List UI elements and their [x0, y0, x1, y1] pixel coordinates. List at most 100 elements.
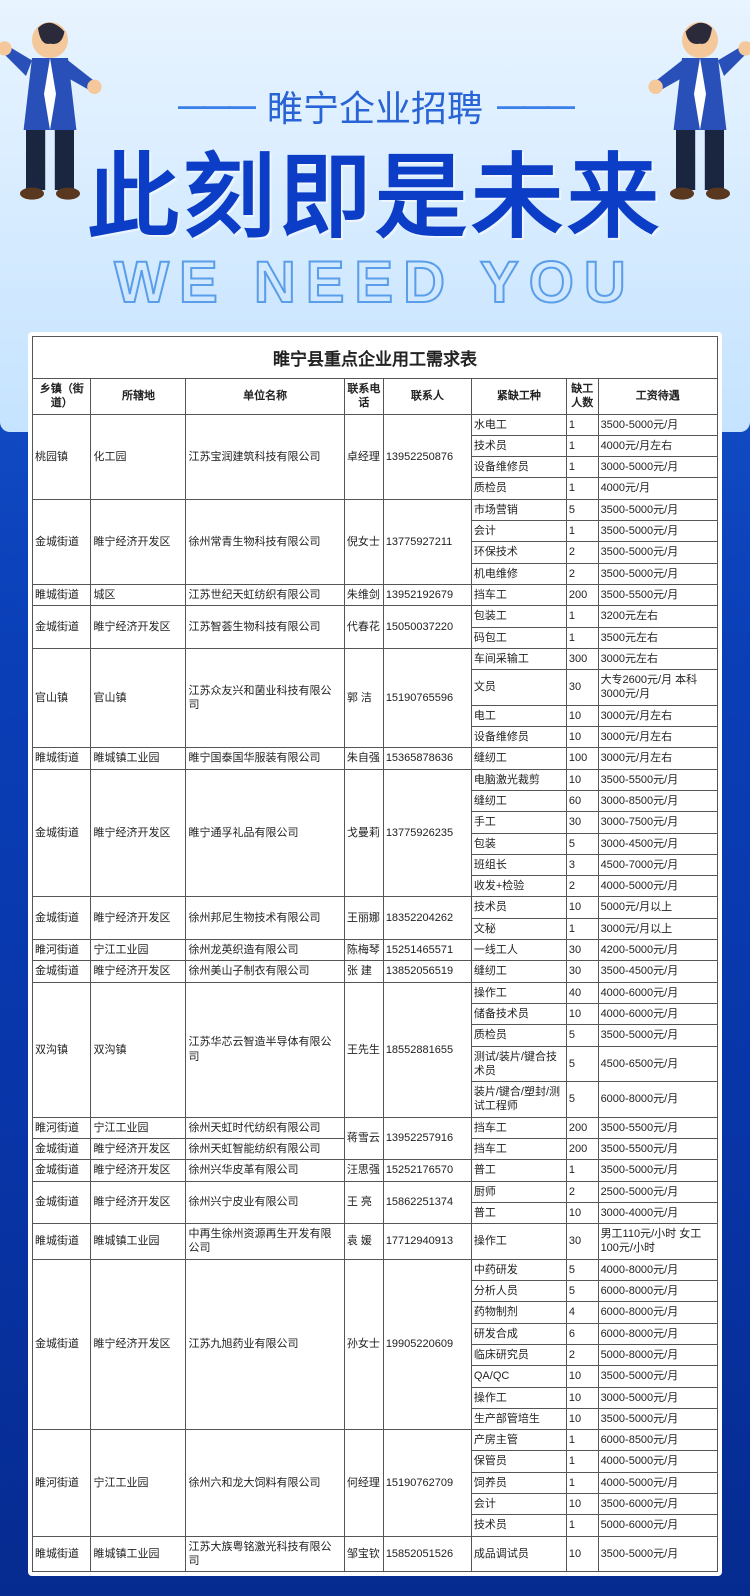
cell-comp: 江苏世纪天虹纺织有限公司	[186, 584, 344, 605]
th-comp: 单位名称	[186, 379, 344, 415]
cell-sal: 3500-5500元/月	[598, 1138, 717, 1159]
cell-num: 2	[566, 876, 598, 897]
cell-job: 会计	[471, 1494, 566, 1515]
cell-sal: 4000元/月	[598, 478, 717, 499]
cell-sal: 3000元/月左右	[598, 748, 717, 769]
cell-loc: 睢宁经济开发区	[91, 499, 186, 584]
cell-job: 挡车工	[471, 1117, 566, 1138]
cell-sal: 3500-5000元/月	[598, 521, 717, 542]
cell-job: 药物制剂	[471, 1302, 566, 1323]
cell-sal: 3500-5000元/月	[598, 1025, 717, 1046]
cell-num: 5	[566, 1259, 598, 1280]
cell-num: 30	[566, 961, 598, 982]
cell-num: 40	[566, 982, 598, 1003]
table-row: 金城街道睢宁经济开发区江苏智荟生物科技有限公司代春花15050037220包装工…	[33, 606, 718, 627]
cell-contact: 孙女士	[344, 1259, 383, 1429]
cell-job: 研发合成	[471, 1323, 566, 1344]
cell-tel: 13775927211	[383, 499, 471, 584]
cell-loc: 双沟镇	[91, 982, 186, 1117]
cell-comp: 徐州邦尼生物技术有限公司	[186, 897, 344, 940]
cell-loc: 睢宁经济开发区	[91, 769, 186, 897]
cell-loc: 睢宁经济开发区	[91, 1160, 186, 1181]
cell-num: 30	[566, 940, 598, 961]
person-illustration-right	[640, 10, 750, 207]
cell-sal: 4000元/月左右	[598, 435, 717, 456]
cell-sal: 4000-5000元/月	[598, 876, 717, 897]
th-town: 乡镇（街道）	[33, 379, 91, 415]
cell-sal: 3500-5000元/月	[598, 1366, 717, 1387]
cell-num: 1	[566, 521, 598, 542]
cell-comp: 徐州美山子制衣有限公司	[186, 961, 344, 982]
cell-loc: 睢宁经济开发区	[91, 606, 186, 649]
cell-tel: 15190765596	[383, 648, 471, 747]
cell-job: 操作工	[471, 1224, 566, 1260]
cell-job: 环保技术	[471, 542, 566, 563]
cell-town: 睢河街道	[33, 1430, 91, 1536]
cell-sal: 2500-5000元/月	[598, 1181, 717, 1202]
cell-num: 6	[566, 1323, 598, 1344]
cell-num: 4	[566, 1302, 598, 1323]
th-loc: 所辖地	[91, 379, 186, 415]
cell-sal: 3000-7500元/月	[598, 812, 717, 833]
cell-sal: 大专2600元/月 本科3000元/月	[598, 670, 717, 706]
cell-loc: 睢宁经济开发区	[91, 1181, 186, 1224]
cell-num: 10	[566, 1366, 598, 1387]
cell-num: 1	[566, 1160, 598, 1181]
cell-num: 1	[566, 606, 598, 627]
cell-num: 2	[566, 542, 598, 563]
cell-sal: 3500-5500元/月	[598, 1117, 717, 1138]
cell-num: 10	[566, 727, 598, 748]
cell-job: 操作工	[471, 1387, 566, 1408]
cell-job: 手工	[471, 812, 566, 833]
table-row: 金城街道睢宁经济开发区徐州兴华皮革有限公司汪思强15252176570普工135…	[33, 1160, 718, 1181]
table-row: 睢城街道睢城镇工业园中再生徐州资源再生开发有限公司袁 媛17712940913操…	[33, 1224, 718, 1260]
cell-loc: 睢宁经济开发区	[91, 1259, 186, 1429]
cell-num: 5	[566, 833, 598, 854]
cell-tel: 13775926235	[383, 769, 471, 897]
th-sal: 工资待遇	[598, 379, 717, 415]
table-row: 金城街道睢宁经济开发区江苏九旭药业有限公司孙女士19905220609中药研发5…	[33, 1259, 718, 1280]
cell-num: 1	[566, 1451, 598, 1472]
cell-num: 3	[566, 854, 598, 875]
table-row: 官山镇官山镇江苏众友兴和菌业科技有限公司郭 洁15190765596车间采输工3…	[33, 648, 718, 669]
th-per: 联系人	[383, 379, 471, 415]
cell-job: QA/QC	[471, 1366, 566, 1387]
cell-job: 生产部管培生	[471, 1408, 566, 1429]
cell-sal: 5000元/月以上	[598, 897, 717, 918]
subtitle: 睢宁企业招聘	[267, 80, 483, 132]
cell-job: 电工	[471, 705, 566, 726]
cell-num: 200	[566, 1117, 598, 1138]
cell-loc: 官山镇	[91, 648, 186, 747]
cell-sal: 4000-5000元/月	[598, 1472, 717, 1493]
cell-num: 300	[566, 648, 598, 669]
cell-job: 饲养员	[471, 1472, 566, 1493]
cell-job: 收发+检验	[471, 876, 566, 897]
cell-town: 金城街道	[33, 1259, 91, 1429]
cell-num: 10	[566, 769, 598, 790]
cell-num: 5	[566, 499, 598, 520]
cell-comp: 徐州常青生物科技有限公司	[186, 499, 344, 584]
cell-sal: 3500-5000元/月	[598, 1160, 717, 1181]
th-job: 紧缺工种	[471, 379, 566, 415]
cell-job: 临床研究员	[471, 1344, 566, 1365]
cell-town: 睢城街道	[33, 1536, 91, 1572]
cell-contact: 戈曼莉	[344, 769, 383, 897]
cell-comp: 睢宁通孚礼品有限公司	[186, 769, 344, 897]
cell-town: 金城街道	[33, 606, 91, 649]
cell-num: 200	[566, 1138, 598, 1159]
table-row: 睢城街道睢城镇工业园睢宁国泰国华服装有限公司朱自强15365878636缝纫工1…	[33, 748, 718, 769]
cell-tel: 15365878636	[383, 748, 471, 769]
cell-comp: 中再生徐州资源再生开发有限公司	[186, 1224, 344, 1260]
cell-tel: 13852056519	[383, 961, 471, 982]
cell-comp: 徐州天虹智能纺织有限公司	[186, 1138, 344, 1159]
table-row: 睢河街道宁江工业园徐州龙英织造有限公司陈梅琴15251465571一线工人304…	[33, 940, 718, 961]
cell-num: 30	[566, 670, 598, 706]
cell-town: 金城街道	[33, 1160, 91, 1181]
cell-sal: 3000元左右	[598, 648, 717, 669]
cell-num: 10	[566, 1536, 598, 1572]
cell-loc: 睢宁经济开发区	[91, 961, 186, 982]
cell-sal: 6000-8000元/月	[598, 1323, 717, 1344]
dash-left: ———	[178, 90, 253, 122]
cell-contact: 王 亮	[344, 1181, 383, 1224]
cell-tel: 13952250876	[383, 414, 471, 499]
